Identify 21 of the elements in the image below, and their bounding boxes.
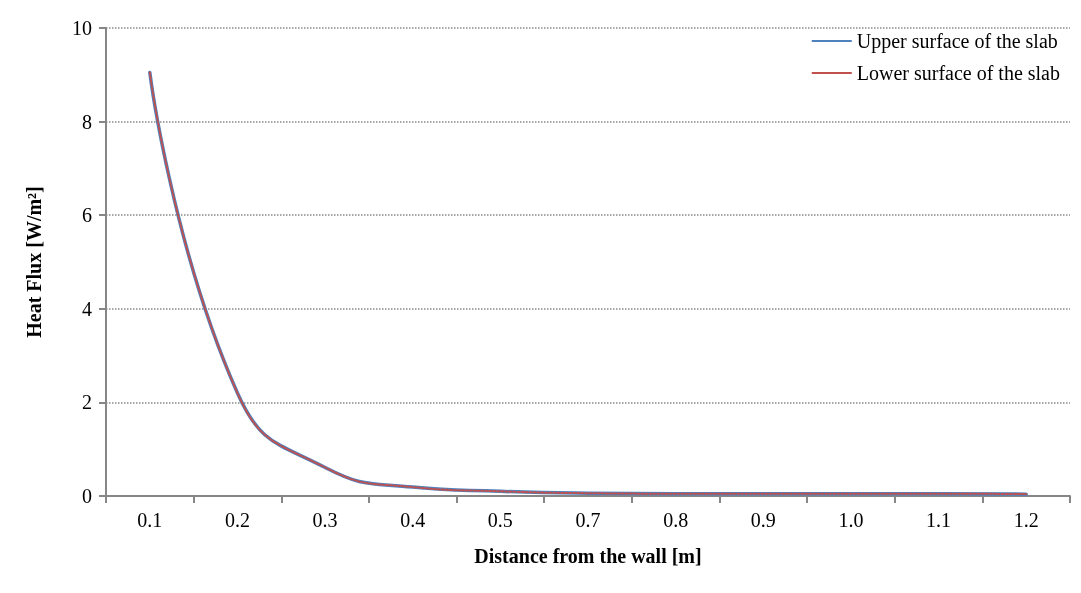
x-tick-label: 1.2 (1013, 509, 1039, 531)
legend-label: Lower surface of the slab (856, 62, 1061, 84)
legend-label: Upper surface of the slab (856, 30, 1058, 53)
x-tick-label: 0.5 (487, 509, 513, 531)
x-tick-label: 0.7 (575, 509, 601, 531)
y-axis-title: Heat Flux [W/m²] (23, 186, 45, 338)
y-tick-label: 10 (72, 17, 92, 39)
y-tick-label: 4 (82, 297, 92, 320)
x-tick-label: 1.0 (838, 509, 864, 531)
x-tick-label: 0.8 (663, 509, 689, 531)
x-tick-label: 0.1 (137, 509, 163, 531)
y-tick-label: 0 (82, 485, 92, 507)
x-tick-label: 0.9 (750, 509, 776, 531)
x-tick-label: 1.1 (926, 509, 952, 531)
y-tick-label: 2 (82, 391, 92, 414)
x-axis-title: Distance from the wall [m] (474, 545, 702, 567)
x-tick-label: 0.2 (224, 509, 250, 531)
y-tick-label: 6 (82, 204, 92, 227)
x-tick-label: 0.3 (312, 509, 338, 531)
y-tick-label: 8 (82, 110, 92, 133)
x-tick-label: 0.4 (400, 509, 426, 531)
